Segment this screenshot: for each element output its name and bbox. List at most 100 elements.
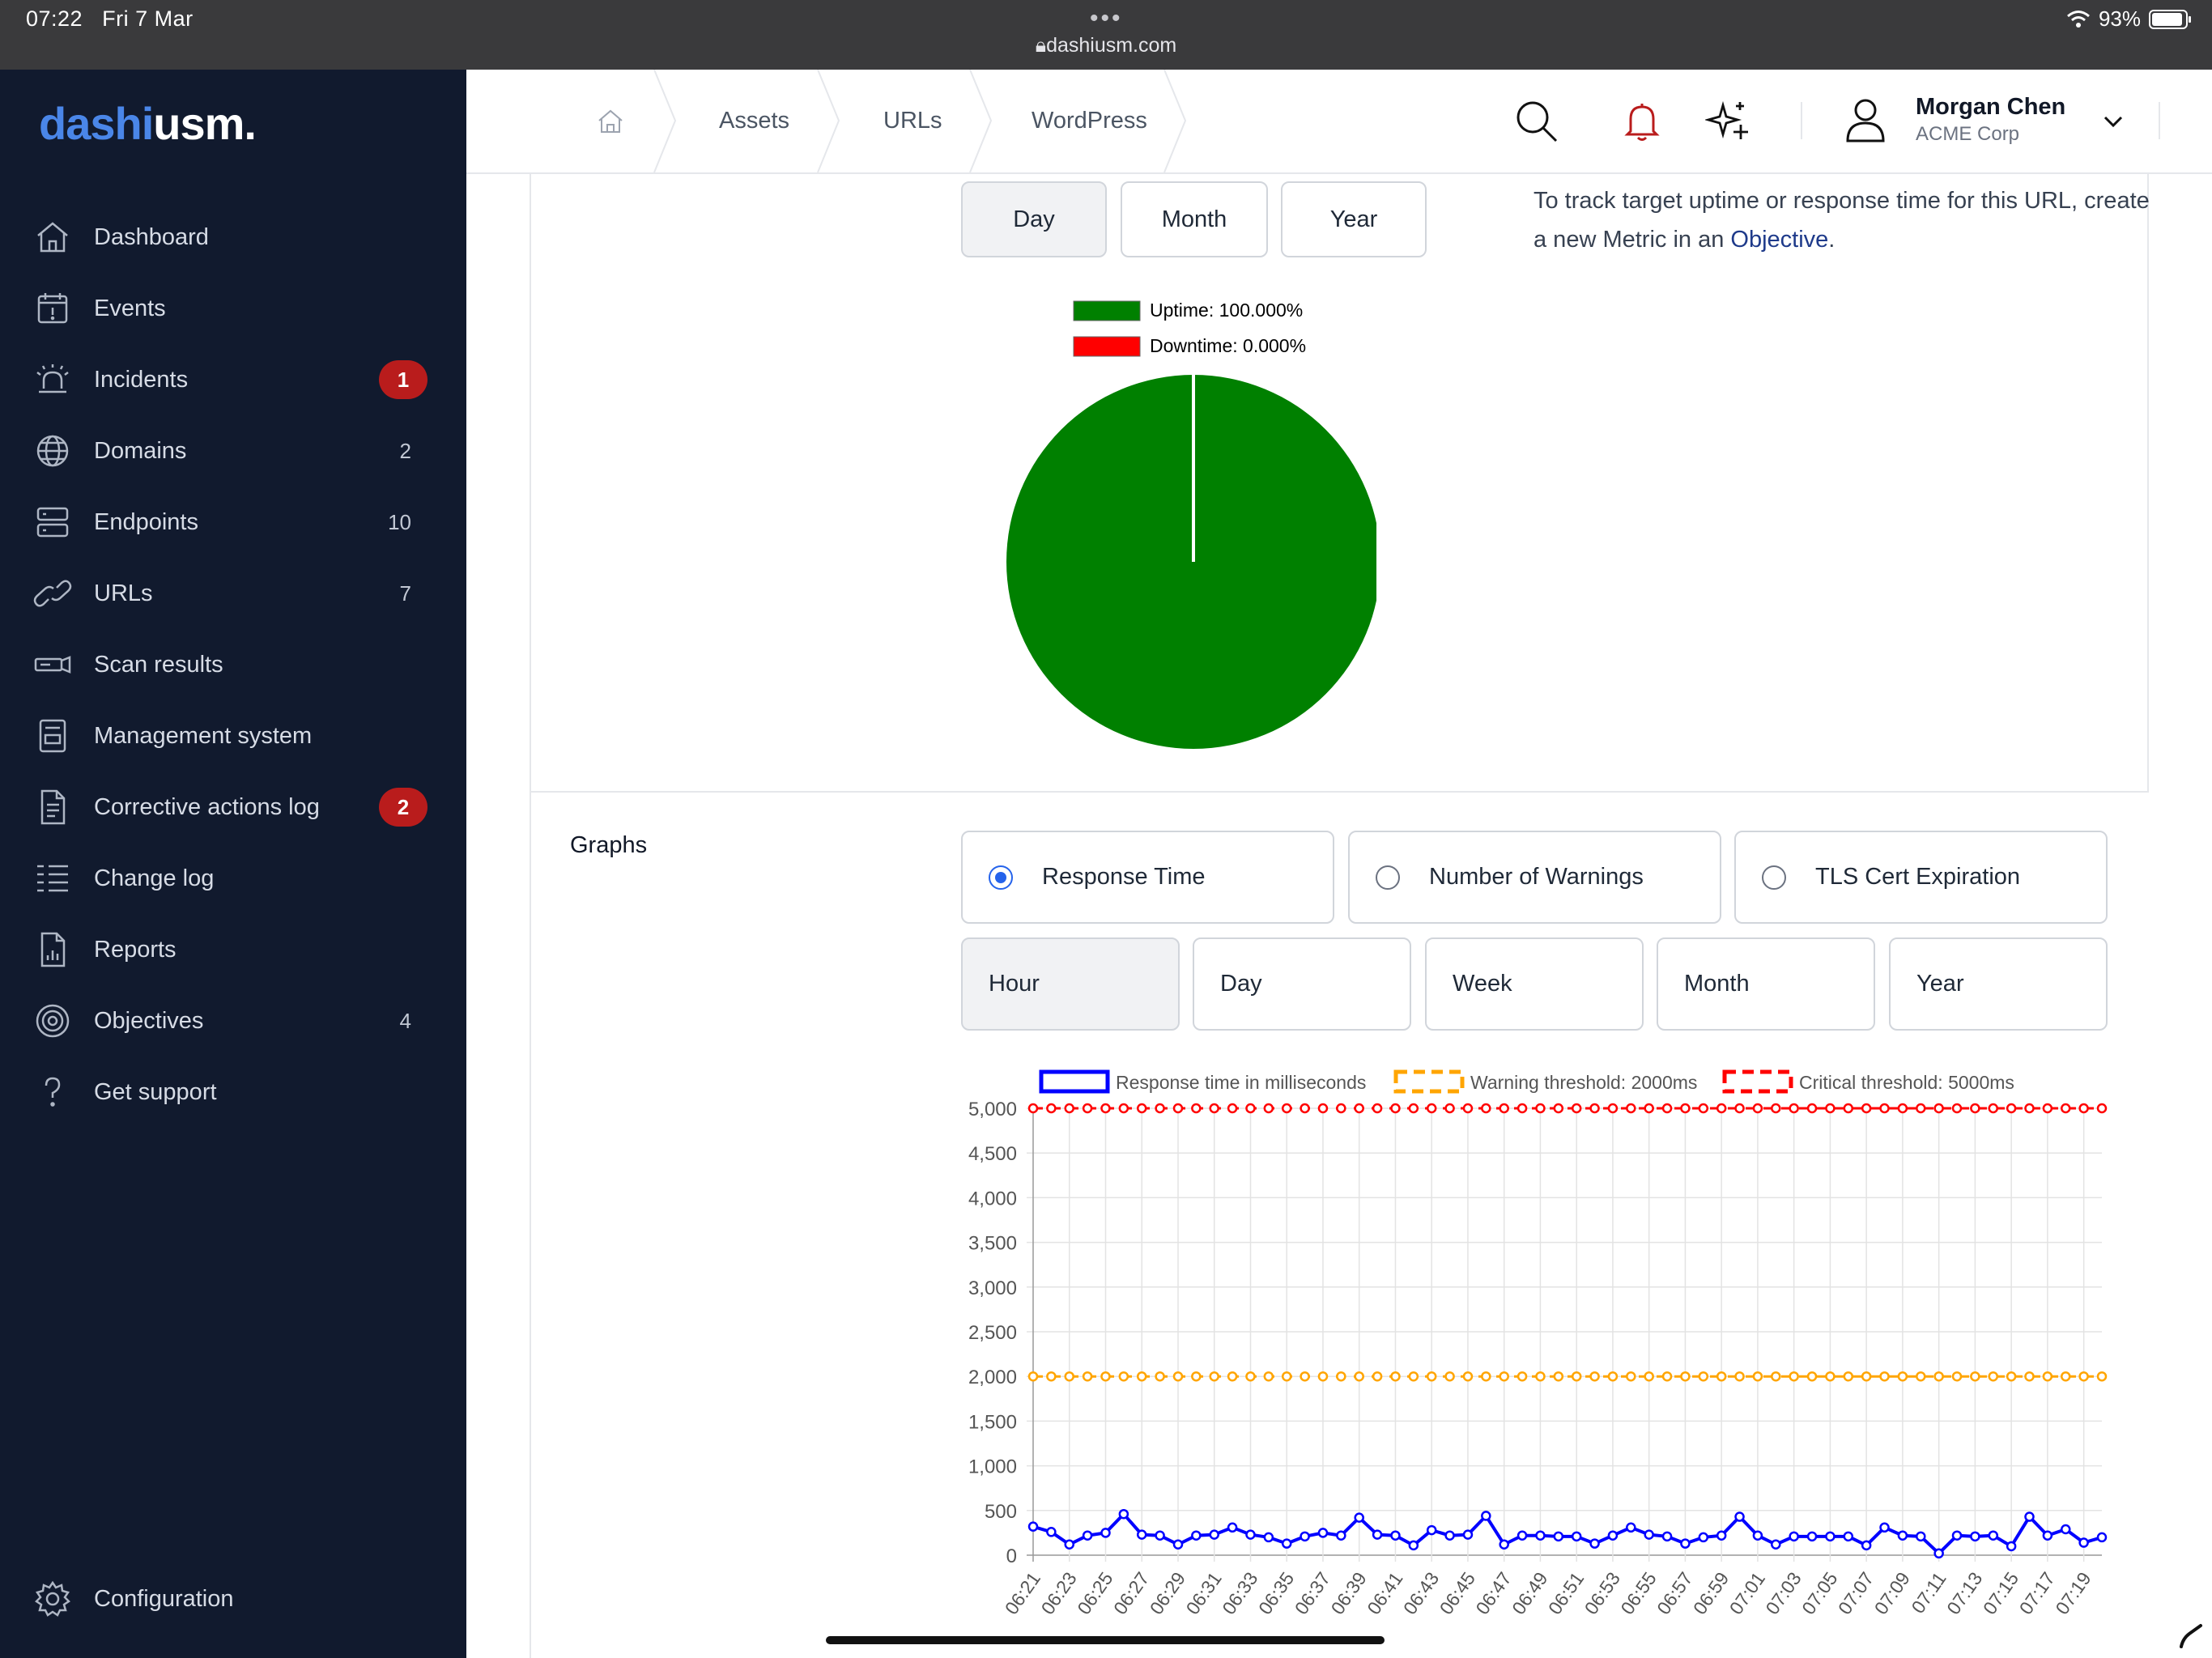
data-point (1970, 1371, 1980, 1382)
graph-option-response-time[interactable]: Response Time (961, 831, 1334, 924)
chevron-down-icon[interactable] (2100, 108, 2126, 134)
breadcrumb-urls[interactable]: URLs (883, 108, 942, 134)
data-point (1227, 1522, 1238, 1533)
user-name[interactable]: Morgan Chen (1916, 94, 2066, 120)
uptime-period-year[interactable]: Year (1281, 181, 1427, 257)
data-point (1064, 1371, 1074, 1382)
bell-icon[interactable] (1619, 99, 1665, 144)
data-point (1499, 1539, 1509, 1550)
sidebar-item-objectives[interactable]: Objectives 4 (32, 993, 437, 1049)
data-point (1082, 1371, 1093, 1382)
sidebar-item-domains[interactable]: Domains 2 (32, 423, 437, 479)
graph-period-hour[interactable]: Hour (961, 937, 1180, 1031)
sidebar-item-configuration[interactable]: Configuration (32, 1571, 437, 1627)
top-bar: Assets URLs WordPress Morgan Chen ACME C… (466, 70, 2212, 174)
data-point (2096, 1371, 2108, 1382)
sidebar-item-urls[interactable]: URLs 7 (32, 565, 437, 622)
uptime-pie-chart: Uptime: 100.000% Downtime: 0.000% (1006, 300, 1376, 749)
home-indicator (826, 1636, 1385, 1644)
sidebar-item-corrective-actions-log[interactable]: Corrective actions log 2 (32, 779, 437, 835)
data-point (1118, 1508, 1129, 1520)
objective-link[interactable]: Objective (1730, 227, 1829, 253)
breadcrumb-assets[interactable]: Assets (719, 108, 790, 134)
graph-option-number-of-warnings[interactable]: Number of Warnings (1348, 831, 1721, 924)
sidebar-item-dashboard[interactable]: Dashboard (32, 209, 437, 266)
home-icon (37, 222, 68, 253)
home-icon[interactable] (596, 107, 625, 136)
data-point (1933, 1103, 1944, 1114)
x-tick-label: 07:09 (1870, 1568, 1914, 1618)
search-icon[interactable] (1514, 99, 1559, 144)
sidebar-item-change-log[interactable]: Change log (32, 850, 437, 907)
graph-period-year[interactable]: Year (1889, 937, 2108, 1031)
target-icon (36, 1004, 70, 1038)
legend-label: Critical threshold: 5000ms (1799, 1072, 2014, 1093)
user-avatar-icon[interactable] (1843, 96, 1888, 144)
sidebar: dashiusm. Dashboard Events Incidents 1 D… (0, 70, 466, 1658)
data-point (1861, 1540, 1872, 1551)
legend-swatch (1722, 1069, 1793, 1094)
uptime-period-month[interactable]: Month (1121, 181, 1268, 257)
period-label: Month (1161, 206, 1227, 232)
data-point (1626, 1522, 1636, 1533)
data-point (1263, 1103, 1274, 1114)
data-point (1516, 1371, 1528, 1382)
sidebar-item-endpoints[interactable]: Endpoints 10 (32, 494, 437, 551)
data-point (1698, 1371, 1709, 1382)
data-point (1535, 1371, 1546, 1382)
sidebar-item-reports[interactable]: Reports (32, 921, 437, 978)
sidebar-item-label: Corrective actions log (94, 793, 320, 820)
data-point (1843, 1531, 1854, 1542)
calendar-alert-icon (37, 293, 68, 324)
logo[interactable]: dashiusm. (39, 98, 257, 149)
data-point (1589, 1538, 1600, 1549)
data-point (1916, 1103, 1926, 1114)
x-tick-label: 07:17 (2015, 1568, 2059, 1618)
sidebar-item-incidents[interactable]: Incidents 1 (32, 351, 437, 408)
data-point (1300, 1103, 1310, 1114)
data-point (1571, 1531, 1582, 1542)
x-tick-label: 07:03 (1761, 1568, 1805, 1618)
data-point (1661, 1371, 1673, 1382)
data-point (1336, 1371, 1346, 1382)
data-point (1843, 1371, 1854, 1382)
breadcrumb-wordpress[interactable]: WordPress (1032, 108, 1147, 134)
data-point (1897, 1530, 1908, 1541)
data-point (1263, 1371, 1274, 1382)
data-point (2042, 1371, 2053, 1382)
data-point (1118, 1103, 1129, 1114)
sidebar-item-get-support[interactable]: Get support (32, 1064, 437, 1120)
graph-period-month[interactable]: Month (1657, 937, 1875, 1031)
graph-option-label: Number of Warnings (1429, 864, 1644, 890)
data-point (2096, 1103, 2108, 1114)
data-point (1481, 1103, 1491, 1114)
data-point (1082, 1530, 1093, 1541)
data-point (2061, 1103, 2071, 1114)
data-point (1806, 1371, 1818, 1382)
data-point (1988, 1530, 1999, 1541)
data-point (1716, 1103, 1727, 1114)
content-card-left-border (530, 172, 531, 1658)
graph-period-day[interactable]: Day (1193, 937, 1411, 1031)
data-point (1046, 1527, 1057, 1537)
data-point (1209, 1103, 1219, 1114)
legend-label: Response time in milliseconds (1116, 1072, 1366, 1093)
sidebar-item-label: Reports (94, 936, 177, 963)
uptime-period-day[interactable]: Day (961, 181, 1107, 257)
data-point (1806, 1103, 1818, 1114)
graph-period-week[interactable]: Week (1425, 937, 1644, 1031)
sidebar-item-scan-results[interactable]: Scan results (32, 636, 437, 693)
data-point (1481, 1371, 1491, 1382)
sidebar-item-label: Change log (94, 865, 215, 891)
data-point (1897, 1371, 1908, 1382)
y-tick-label: 500 (985, 1501, 1017, 1523)
sparkles-icon[interactable] (1705, 99, 1750, 144)
graph-option-tls-cert-expiration[interactable]: TLS Cert Expiration (1734, 831, 2108, 924)
sidebar-item-events[interactable]: Events (32, 280, 437, 337)
data-point (1317, 1371, 1329, 1382)
more-dots-icon[interactable]: ••• (1090, 5, 1123, 32)
data-point (1933, 1371, 1944, 1382)
sidebar-item-management-system[interactable]: Management system (32, 708, 437, 764)
address-bar[interactable]: 🔒︎dashiusm.com (0, 34, 2212, 57)
